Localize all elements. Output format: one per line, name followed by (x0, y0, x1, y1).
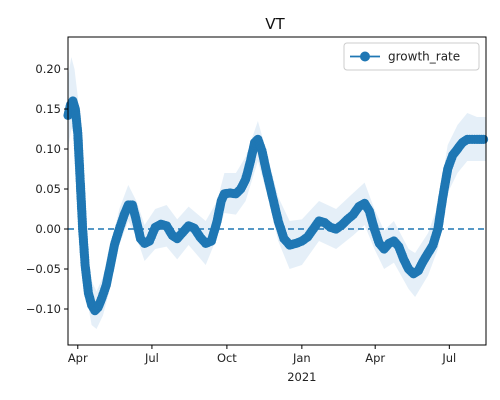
legend-marker (360, 51, 370, 62)
uncertainty-band (68, 57, 486, 329)
data-point (478, 134, 489, 144)
x-tick-label: Jul (144, 351, 159, 365)
plot-area (63, 57, 489, 329)
y-tick-label: −0.05 (26, 262, 61, 276)
x-tick-year-label: 2021 (287, 370, 316, 384)
x-tick-label: Apr (365, 351, 385, 365)
y-tick-label: 0.20 (35, 62, 61, 76)
x-tick-label: Jan (292, 351, 311, 365)
legend: growth_rate (343, 42, 480, 71)
chart-title: VT (265, 15, 285, 33)
plot-frame (67, 36, 487, 346)
y-tick-label: −0.10 (26, 302, 61, 316)
series-markers (63, 96, 489, 316)
x-tick-label: Apr (68, 351, 88, 365)
y-tick-label: 0.10 (35, 142, 61, 156)
x-tick-label: Oct (217, 351, 237, 365)
legend-label: growth_rate (388, 50, 460, 64)
y-tick-label: 0.05 (35, 182, 61, 196)
y-tick-label: 0.15 (35, 102, 61, 116)
axes: −0.10 −0.05 0.00 0.05 0.10 0.15 0.20 Apr Jul Oct J… (26, 36, 487, 384)
legend-frame (343, 42, 480, 71)
y-tick-label: 0.00 (35, 222, 61, 236)
x-tick-label: Jul (441, 351, 456, 365)
